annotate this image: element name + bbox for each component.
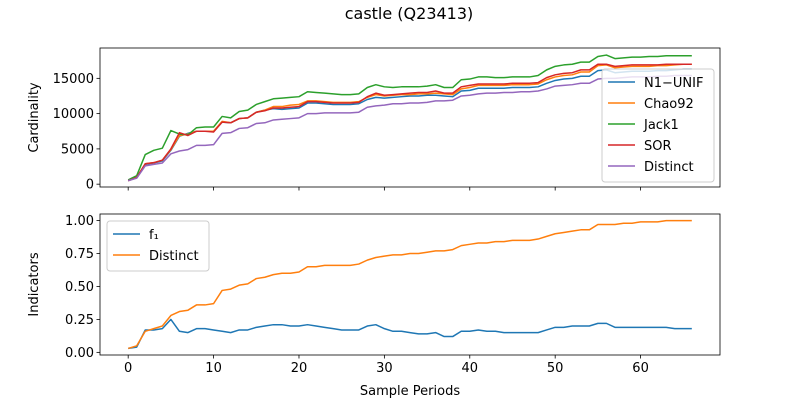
chart-title: castle (Q23413) <box>345 4 474 23</box>
cardinality-series-line-2 <box>127 54 692 181</box>
indicators-legend-label: Distinct <box>149 249 199 264</box>
cardinality-series-line-4 <box>127 74 692 182</box>
indicators-y-tick-label: 0.75 <box>65 247 94 262</box>
cardinality-y-tick-label: 15000 <box>53 72 94 87</box>
indicators-series-line-1 <box>127 219 692 350</box>
indicators-x-tick-label: 0 <box>124 361 132 376</box>
cardinality-series-line-3 <box>127 63 692 182</box>
cardinality-y-tick-label: 5000 <box>61 142 94 157</box>
cardinality-y-axis-label: Cardinality <box>27 82 42 153</box>
indicators-y-axis-label: Indicators <box>27 252 42 316</box>
cardinality-legend-label: Distinct <box>644 160 694 175</box>
indicators-x-tick-label: 60 <box>632 361 649 376</box>
indicators-y-tick-label: 0.50 <box>65 280 94 295</box>
indicators-axes-frame <box>99 213 721 356</box>
cardinality-axes-frame <box>99 47 721 188</box>
cardinality-legend-label: Chao92 <box>644 97 694 112</box>
indicators-series-line-0 <box>128 318 692 350</box>
cardinality-axes: 0 5000 10000 15000 Cardinality N1−UNIF Chao92 J… <box>27 47 721 193</box>
indicators-x-tick-label: 50 <box>547 361 564 376</box>
indicators-x-tick-label: 40 <box>462 361 479 376</box>
cardinality-legend-label: SOR <box>644 139 672 154</box>
indicators-x-tick-label: 20 <box>291 361 308 376</box>
indicators-x-tick-label: 30 <box>376 361 393 376</box>
indicators-x-tick-label: 10 <box>205 361 222 376</box>
indicators-y-tick-label: 1.00 <box>65 214 94 229</box>
cardinality-legend-box <box>601 68 715 183</box>
cardinality-legend-label: Jack1 <box>643 118 679 133</box>
cardinality-legend-label: N1−UNIF <box>644 76 703 91</box>
indicators-x-axis-label: Sample Periods <box>360 384 460 399</box>
cardinality-y-tick-label: 0 <box>86 178 94 193</box>
indicators-axes: 0 10 20 30 40 50 60 0.00 0.25 0.50 0.75 1.00 Indicat… <box>27 213 721 399</box>
indicators-y-tick-label: 0.25 <box>65 313 94 328</box>
indicators-y-tick-label: 0.00 <box>65 346 94 361</box>
indicators-legend-label: f₁ <box>149 228 159 243</box>
cardinality-y-tick-label: 10000 <box>53 107 94 122</box>
